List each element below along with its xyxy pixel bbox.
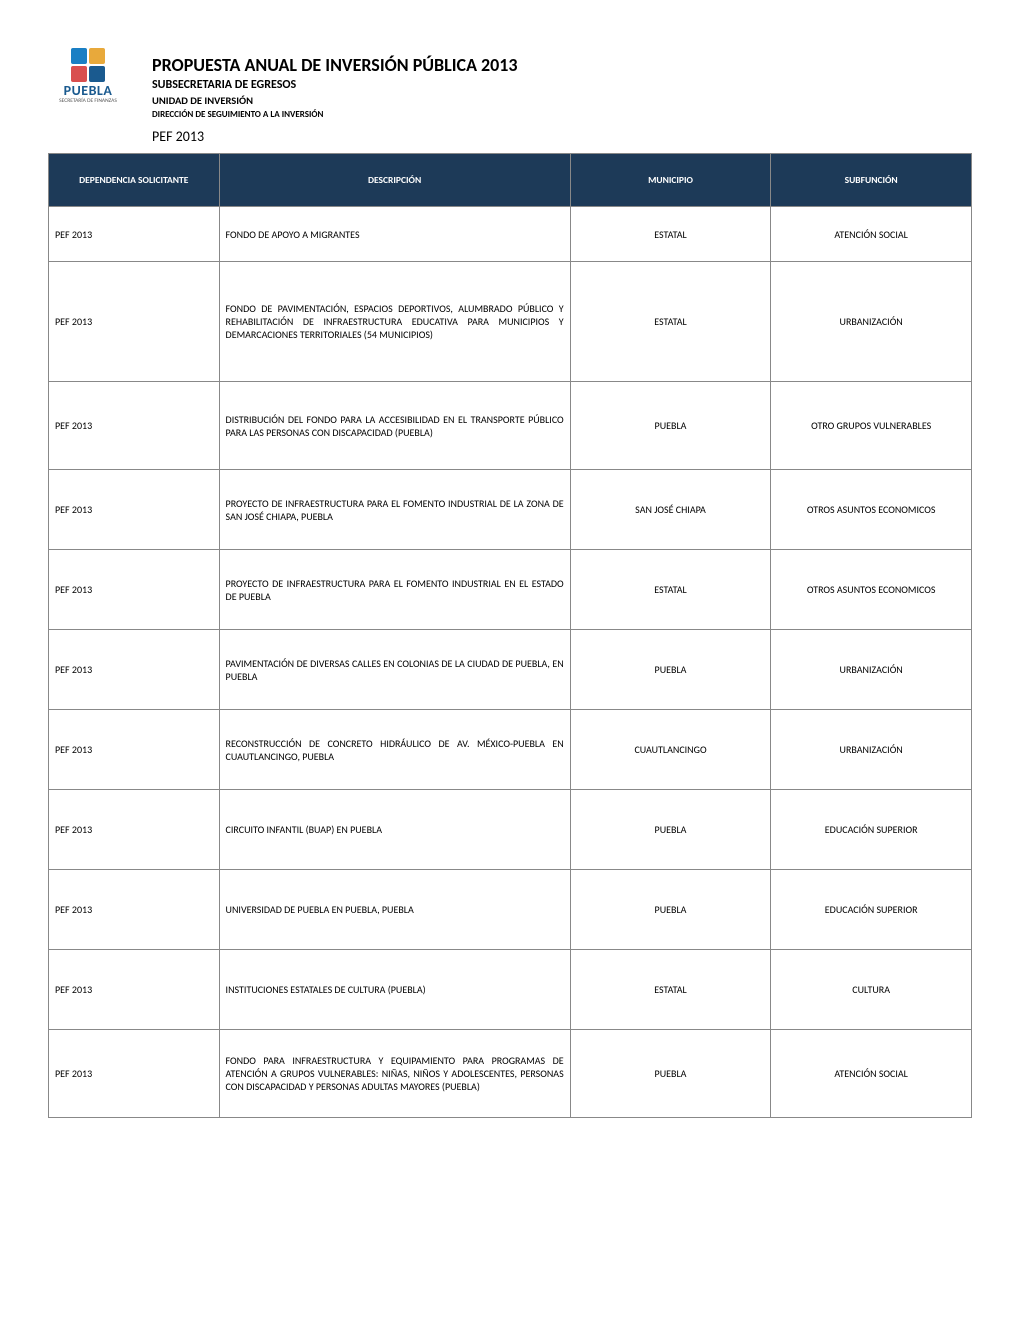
cell-mun: ESTATAL <box>570 550 771 630</box>
cell-dep: PEF 2013 <box>49 1030 220 1118</box>
cell-desc: INSTITUCIONES ESTATALES DE CULTURA (PUEB… <box>219 950 570 1030</box>
cell-sub: EDUCACIÓN SUPERIOR <box>771 870 972 950</box>
cell-desc: PROYECTO DE INFRAESTRUCTURA PARA EL FOME… <box>219 470 570 550</box>
pef-label: PEF 2013 <box>152 128 518 145</box>
logo-sub: SECRETARÍA DE FINANZAS <box>48 98 128 104</box>
cell-desc: PROYECTO DE INFRAESTRUCTURA PARA EL FOME… <box>219 550 570 630</box>
cell-sub: OTROS ASUNTOS ECONOMICOS <box>771 550 972 630</box>
cell-desc: FONDO PARA INFRAESTRUCTURA Y EQUIPAMIENT… <box>219 1030 570 1118</box>
cell-dep: PEF 2013 <box>49 630 220 710</box>
cell-dep: PEF 2013 <box>49 382 220 470</box>
cell-mun: PUEBLA <box>570 870 771 950</box>
cell-sub: URBANIZACIÓN <box>771 630 972 710</box>
cell-mun: PUEBLA <box>570 382 771 470</box>
investment-table: DEPENDENCIA SOLICITANTE DESCRIPCIÓN MUNI… <box>48 153 972 1118</box>
title-block: PROPUESTA ANUAL DE INVERSIÓN PÚBLICA 201… <box>152 48 518 145</box>
cell-dep: PEF 2013 <box>49 470 220 550</box>
cell-sub: ATENCIÓN SOCIAL <box>771 207 972 262</box>
cell-desc: PAVIMENTACIÓN DE DIVERSAS CALLES EN COLO… <box>219 630 570 710</box>
cell-sub: ATENCIÓN SOCIAL <box>771 1030 972 1118</box>
cell-mun: CUAUTLANCINGO <box>570 710 771 790</box>
logo-sq-4 <box>89 66 105 82</box>
cell-mun: SAN JOSÉ CHIAPA <box>570 470 771 550</box>
title-unit: UNIDAD DE INVERSIÓN <box>152 94 518 107</box>
table-row: PEF 2013FONDO DE APOYO A MIGRANTESESTATA… <box>49 207 972 262</box>
table-row: PEF 2013DISTRIBUCIÓN DEL FONDO PARA LA A… <box>49 382 972 470</box>
cell-sub: EDUCACIÓN SUPERIOR <box>771 790 972 870</box>
cell-mun: ESTATAL <box>570 207 771 262</box>
logo-squares-2 <box>48 66 128 82</box>
title-sub: SUBSECRETARIA DE EGRESOS <box>152 78 518 92</box>
cell-mun: PUEBLA <box>570 790 771 870</box>
cell-dep: PEF 2013 <box>49 262 220 382</box>
title-dir: DIRECCIÓN DE SEGUIMIENTO A LA INVERSIÓN <box>152 109 518 120</box>
logo: PUEBLA SECRETARÍA DE FINANZAS <box>48 48 128 104</box>
table-row: PEF 2013FONDO DE PAVIMENTACIÓN, ESPACIOS… <box>49 262 972 382</box>
cell-desc: FONDO DE PAVIMENTACIÓN, ESPACIOS DEPORTI… <box>219 262 570 382</box>
cell-desc: RECONSTRUCCIÓN DE CONCRETO HIDRÁULICO DE… <box>219 710 570 790</box>
cell-dep: PEF 2013 <box>49 790 220 870</box>
cell-dep: PEF 2013 <box>49 870 220 950</box>
table-row: PEF 2013PROYECTO DE INFRAESTRUCTURA PARA… <box>49 470 972 550</box>
table-header-row: DEPENDENCIA SOLICITANTE DESCRIPCIÓN MUNI… <box>49 154 972 207</box>
table-row: PEF 2013FONDO PARA INFRAESTRUCTURA Y EQU… <box>49 1030 972 1118</box>
cell-sub: URBANIZACIÓN <box>771 710 972 790</box>
cell-mun: ESTATAL <box>570 950 771 1030</box>
table-row: PEF 2013PAVIMENTACIÓN DE DIVERSAS CALLES… <box>49 630 972 710</box>
cell-dep: PEF 2013 <box>49 550 220 630</box>
document-header: PUEBLA SECRETARÍA DE FINANZAS PROPUESTA … <box>48 48 972 145</box>
cell-sub: CULTURA <box>771 950 972 1030</box>
logo-sq-3 <box>71 66 87 82</box>
table-row: PEF 2013RECONSTRUCCIÓN DE CONCRETO HIDRÁ… <box>49 710 972 790</box>
table-row: PEF 2013CIRCUITO INFANTIL (BUAP) EN PUEB… <box>49 790 972 870</box>
cell-dep: PEF 2013 <box>49 950 220 1030</box>
cell-mun: PUEBLA <box>570 1030 771 1118</box>
cell-dep: PEF 2013 <box>49 710 220 790</box>
cell-desc: CIRCUITO INFANTIL (BUAP) EN PUEBLA <box>219 790 570 870</box>
col-header-mun: MUNICIPIO <box>570 154 771 207</box>
table-row: PEF 2013PROYECTO DE INFRAESTRUCTURA PARA… <box>49 550 972 630</box>
cell-dep: PEF 2013 <box>49 207 220 262</box>
cell-sub: URBANIZACIÓN <box>771 262 972 382</box>
table-row: PEF 2013UNIVERSIDAD DE PUEBLA EN PUEBLA,… <box>49 870 972 950</box>
col-header-dep: DEPENDENCIA SOLICITANTE <box>49 154 220 207</box>
table-row: PEF 2013INSTITUCIONES ESTATALES DE CULTU… <box>49 950 972 1030</box>
cell-mun: ESTATAL <box>570 262 771 382</box>
logo-squares <box>48 48 128 64</box>
col-header-desc: DESCRIPCIÓN <box>219 154 570 207</box>
logo-name: PUEBLA <box>48 84 128 98</box>
col-header-sub: SUBFUNCIÓN <box>771 154 972 207</box>
logo-sq-2 <box>89 48 105 64</box>
cell-desc: FONDO DE APOYO A MIGRANTES <box>219 207 570 262</box>
cell-desc: UNIVERSIDAD DE PUEBLA EN PUEBLA, PUEBLA <box>219 870 570 950</box>
cell-mun: PUEBLA <box>570 630 771 710</box>
cell-sub: OTRO GRUPOS VULNERABLES <box>771 382 972 470</box>
title-main: PROPUESTA ANUAL DE INVERSIÓN PÚBLICA 201… <box>152 54 518 76</box>
cell-desc: DISTRIBUCIÓN DEL FONDO PARA LA ACCESIBIL… <box>219 382 570 470</box>
logo-sq-1 <box>71 48 87 64</box>
cell-sub: OTROS ASUNTOS ECONOMICOS <box>771 470 972 550</box>
